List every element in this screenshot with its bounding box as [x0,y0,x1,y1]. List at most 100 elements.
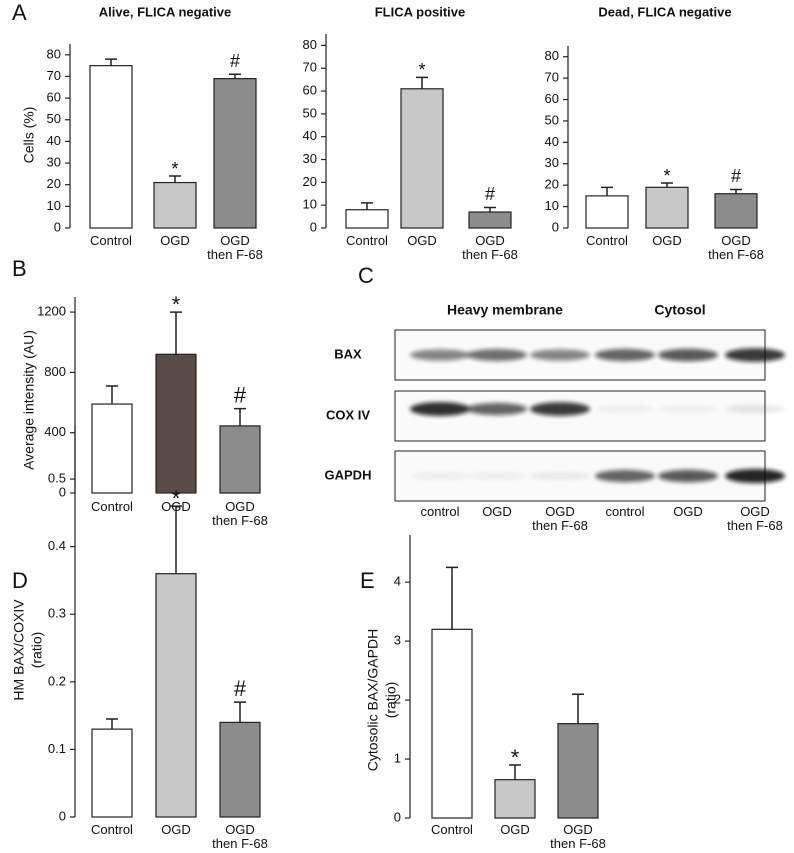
y-tick-label: 0 [59,484,66,499]
chart-title: FLICA positive [375,4,466,19]
bar [153,181,197,229]
bar [91,403,133,494]
panel-label: A [12,0,27,25]
y-tick-label: 0 [394,809,401,824]
blot-band [595,469,655,483]
blot-band [725,469,785,483]
row-label: COX IV [326,407,370,422]
error-bar [446,566,458,630]
y-tick-label: 0.3 [48,606,66,621]
blot-band [725,348,785,362]
significance-marker: # [230,51,240,71]
error-bar [361,202,373,210]
y-tick-label: 20 [303,174,317,189]
error-bar [572,693,584,724]
y-tick-label: 70 [303,60,317,75]
x-tick-label: Control [586,233,628,248]
error-bar [234,701,246,723]
blot-frame [394,390,766,442]
y-tick-label: 10 [47,198,61,213]
y-tick-label: 400 [44,424,66,439]
y-tick-label: 80 [47,46,61,61]
bar [645,186,689,229]
y-tick-label: 30 [303,151,317,166]
y-tick-label: 40 [303,128,317,143]
y-tick-label: 30 [545,155,559,170]
error-bar [234,407,246,426]
x-tick-label: OGD then F-68 [462,233,518,262]
x-tick-label: OGD then F-68 [550,822,606,851]
y-tick-label: 40 [545,134,559,149]
significance-marker: # [234,382,247,407]
significance-marker: * [172,486,181,511]
error-bar [484,206,496,213]
x-tick-label: OGD then F-68 [212,499,268,528]
significance-marker: # [485,184,495,204]
y-tick-label: 2 [394,692,401,707]
y-tick-label: 0 [59,808,66,823]
bar [468,211,512,229]
blot-band [530,471,590,481]
bar [219,721,261,818]
y-tick-label: 0 [54,219,61,234]
chart-title: Alive, FLICA negative [99,4,231,19]
bar [345,209,389,229]
y-tick-label: 60 [303,82,317,97]
panel-label: B [12,256,27,281]
error-bar [105,58,117,66]
bar [714,193,758,229]
blot-band [595,348,655,362]
blot-band [467,471,527,481]
blot-band [658,348,718,362]
row-label: BAX [334,346,362,361]
bar [494,779,536,819]
y-tick-label: 0.1 [48,741,66,756]
panel-label: D [12,568,28,593]
error-bar [106,385,118,405]
blot-band [725,404,785,414]
bar [585,195,629,229]
x-tick-label: OGD [407,233,437,248]
y-tick-label: 70 [545,70,559,85]
y-tick-label: 4 [394,574,401,589]
bar [91,728,133,818]
lane-label: control [420,504,460,519]
group-label: Cytosol [654,302,705,318]
blot-band [658,404,718,414]
y-tick-label: 20 [47,176,61,191]
x-tick-label: OGD [160,233,190,248]
significance-marker: # [731,166,741,186]
y-tick-label: 50 [545,112,559,127]
significance-marker: * [418,60,425,80]
lane-label: OGD then F-68 [532,504,588,533]
panel-label: C [358,263,374,288]
y-tick-label: 50 [303,105,317,120]
y-tick-label: 40 [47,133,61,148]
bar [155,573,197,818]
y-tick-label: 10 [545,198,559,213]
lane-label: OGD then F-68 [727,504,783,533]
x-tick-label: OGD [500,822,530,837]
x-tick-label: OGD [652,233,682,248]
y-tick-label: 0.2 [48,673,66,688]
y-tick-label: 80 [303,37,317,52]
y-axis-label: Cytosolic BAX/GAPDH [365,629,381,771]
error-bar [106,718,118,730]
error-bar [730,188,742,194]
y-tick-label: 80 [545,48,559,63]
error-bar [509,764,521,780]
y-tick-label: 10 [303,197,317,212]
blot-band [410,402,470,416]
significance-marker: * [171,159,178,179]
error-bar [169,175,181,183]
bar [557,723,599,819]
blot-band [410,471,470,481]
panel-label: E [360,568,375,593]
chart-title: Dead, FLICA negative [598,4,731,19]
x-tick-label: OGD then F-68 [708,233,764,262]
x-tick-label: OGD [161,822,191,837]
blot-band [595,404,655,414]
y-tick-label: 1200 [37,304,66,319]
y-axis-label: Average intensity (AU) [21,330,37,470]
